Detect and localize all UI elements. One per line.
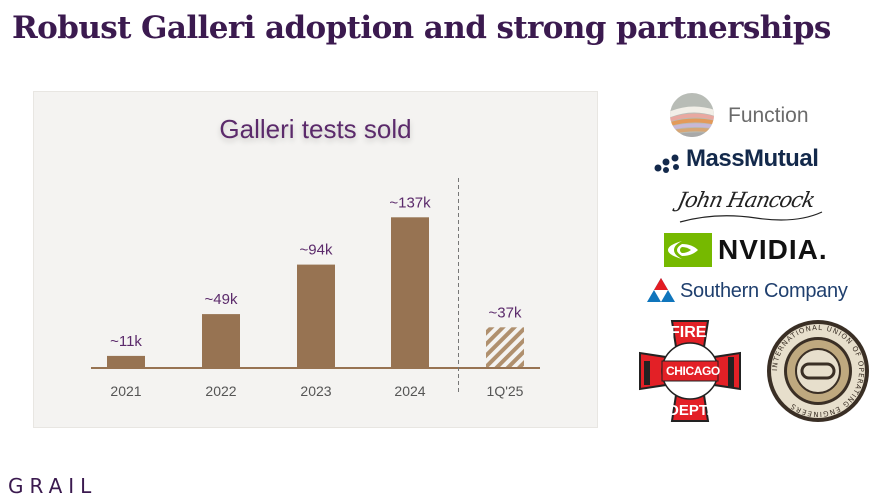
iuoe-seal-logo: INTERNATIONAL UNION OF OPERATING ENGINEE… (764, 318, 872, 424)
bar-value-label-3: ~137k (389, 194, 431, 211)
bar-2 (297, 264, 335, 368)
massmutual-dots-icon (654, 154, 679, 173)
nvidia-label: NVIDIA. (718, 234, 828, 265)
massmutual-label: MassMutual (686, 145, 819, 172)
signature-flourish-icon (679, 211, 823, 223)
fire-label: FIRE (670, 324, 707, 341)
iuoe-seal-icon: INTERNATIONAL UNION OF OPERATING ENGINEE… (767, 320, 869, 422)
x-tick-label-0: 2021 (110, 383, 141, 399)
footer-brand: GRAIL (8, 474, 98, 498)
nvidia-logo: NVIDIA. (664, 232, 844, 268)
southern-company-label: Southern Company (680, 280, 848, 302)
massmutual-logo: MassMutual (654, 145, 844, 175)
x-tick-label-3: 2024 (394, 383, 425, 399)
fire-dept-badge-icon (639, 320, 741, 422)
bar-4 (486, 327, 524, 368)
bar-0 (107, 355, 145, 368)
john-hancock-logo: John Hancock (675, 182, 826, 226)
function-label: Function (728, 104, 809, 127)
bar-value-label-1: ~49k (205, 291, 238, 308)
function-icon (670, 93, 714, 137)
southern-company-logo: Southern Company (646, 275, 860, 309)
slide-title: Robust Galleri adoption and strong partn… (12, 10, 831, 46)
chicago-label: CHICAGO (666, 364, 720, 378)
dept-label: DEPT. (668, 402, 711, 419)
function-logo: Function (668, 92, 828, 138)
nvidia-eye-icon (664, 233, 712, 267)
x-tick-label-4: 1Q'25 (487, 383, 524, 399)
southern-company-triangle-icon (647, 278, 675, 302)
bar-value-label-4: ~37k (489, 304, 522, 321)
bar-value-label-0: ~11k (110, 333, 142, 350)
chart-panel: Galleri tests sold ~11k 2021 ~49k 2022 ~94k 2… (33, 91, 598, 428)
bar-1 (202, 314, 240, 368)
x-tick-label-2: 2023 (300, 383, 331, 399)
bar-value-label-2: ~94k (300, 242, 333, 259)
bar-3 (391, 217, 429, 368)
bar-chart: ~11k 2021 ~49k 2022 ~94k 2023 ~137k 2024 ~37k 1Q'… (91, 178, 540, 399)
chicago-fire-dept-logo: FIRE CHICAGO DEPT. (636, 318, 744, 424)
chart-title: Galleri tests sold (219, 114, 412, 144)
x-tick-label-1: 2022 (205, 383, 236, 399)
